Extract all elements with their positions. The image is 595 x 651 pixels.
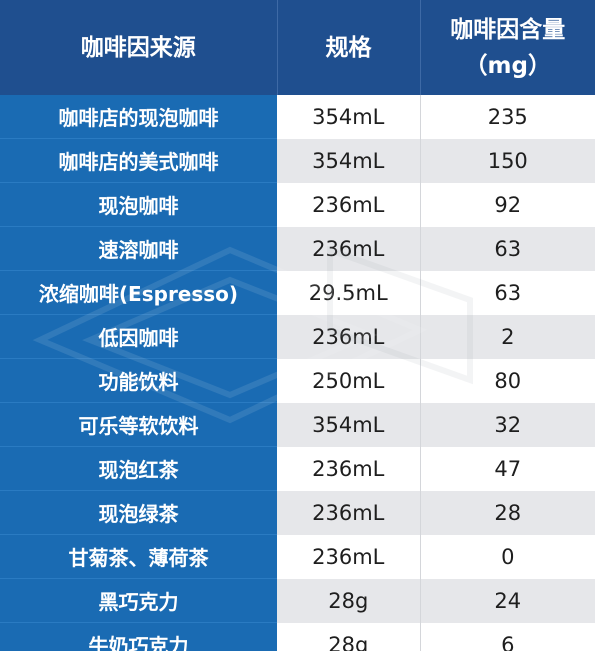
table-header: 咖啡因来源 规格 咖啡因含量 （mg） <box>0 0 595 95</box>
header-caffeine-line1: 咖啡因含量 <box>450 16 566 43</box>
header-caffeine-line2: （mg） <box>464 52 551 79</box>
table-row: 功能饮料 250mL 80 <box>0 358 595 403</box>
row-spec: 236mL <box>277 446 421 491</box>
row-source: 低因咖啡 <box>0 314 277 359</box>
table-row: 浓缩咖啡(Espresso) 29.5mL 63 <box>0 270 595 315</box>
table-row: 甘菊茶、薄荷茶 236mL 0 <box>0 534 595 579</box>
row-caffeine: 0 <box>420 534 595 579</box>
row-spec: 236mL <box>277 490 421 535</box>
row-source: 现泡红茶 <box>0 446 277 491</box>
row-spec: 354mL <box>277 402 421 447</box>
row-spec: 354mL <box>277 95 421 139</box>
row-spec: 28g <box>277 622 421 651</box>
row-source: 浓缩咖啡(Espresso) <box>0 270 277 315</box>
table-row: 现泡绿茶 236mL 28 <box>0 490 595 535</box>
table-row: 现泡咖啡 236mL 92 <box>0 182 595 227</box>
row-caffeine: 24 <box>420 578 595 623</box>
table-row: 低因咖啡 236mL 2 <box>0 314 595 359</box>
row-caffeine: 92 <box>420 182 595 227</box>
row-source: 现泡绿茶 <box>0 490 277 535</box>
row-caffeine: 63 <box>420 270 595 315</box>
row-source: 咖啡店的美式咖啡 <box>0 138 277 183</box>
row-caffeine: 28 <box>420 490 595 535</box>
row-spec: 250mL <box>277 358 421 403</box>
table-row: 咖啡店的美式咖啡 354mL 150 <box>0 138 595 183</box>
table-row: 黑巧克力 28g 24 <box>0 578 595 623</box>
row-source: 黑巧克力 <box>0 578 277 623</box>
row-spec: 29.5mL <box>277 270 421 315</box>
row-source: 可乐等软饮料 <box>0 402 277 447</box>
row-caffeine: 235 <box>420 95 595 139</box>
row-caffeine: 47 <box>420 446 595 491</box>
row-caffeine: 2 <box>420 314 595 359</box>
table-row: 咖啡店的现泡咖啡 354mL 235 <box>0 95 595 139</box>
row-caffeine: 32 <box>420 402 595 447</box>
row-source: 咖啡店的现泡咖啡 <box>0 95 277 139</box>
row-caffeine: 63 <box>420 226 595 271</box>
table-row: 速溶咖啡 236mL 63 <box>0 226 595 271</box>
row-source: 牛奶巧克力 <box>0 622 277 651</box>
row-source: 功能饮料 <box>0 358 277 403</box>
row-spec: 28g <box>277 578 421 623</box>
row-caffeine: 80 <box>420 358 595 403</box>
header-source: 咖啡因来源 <box>0 0 278 95</box>
table-row: 牛奶巧克力 28g 6 <box>0 622 595 651</box>
row-caffeine: 6 <box>420 622 595 651</box>
row-spec: 236mL <box>277 534 421 579</box>
row-source: 甘菊茶、薄荷茶 <box>0 534 277 579</box>
table-body: 咖啡店的现泡咖啡 354mL 235 咖啡店的美式咖啡 354mL 150 现泡… <box>0 95 595 651</box>
header-spec: 规格 <box>277 0 421 95</box>
row-spec: 236mL <box>277 182 421 227</box>
table-row: 现泡红茶 236mL 47 <box>0 446 595 491</box>
row-caffeine: 150 <box>420 138 595 183</box>
row-spec: 354mL <box>277 138 421 183</box>
table-row: 可乐等软饮料 354mL 32 <box>0 402 595 447</box>
row-source: 现泡咖啡 <box>0 182 277 227</box>
row-spec: 236mL <box>277 226 421 271</box>
row-spec: 236mL <box>277 314 421 359</box>
row-source: 速溶咖啡 <box>0 226 277 271</box>
header-row: 咖啡因来源 规格 咖啡因含量 （mg） <box>0 0 595 95</box>
header-caffeine: 咖啡因含量 （mg） <box>420 0 595 95</box>
